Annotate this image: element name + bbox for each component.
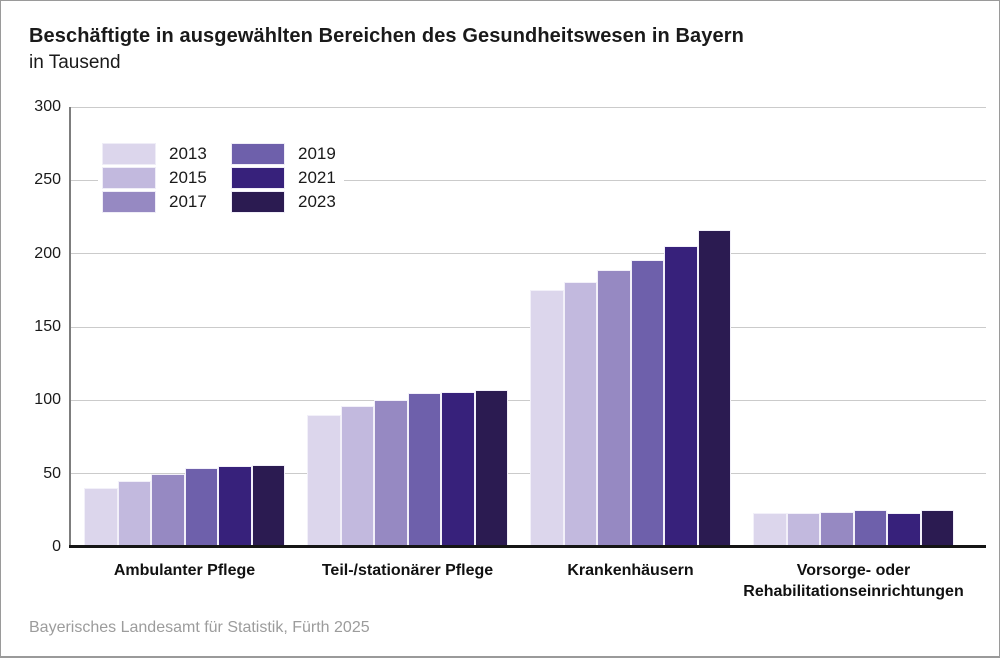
legend-label: 2017 [169,192,207,211]
bar-group [84,107,285,547]
bar-2019 [184,467,218,547]
x-axis-category-label-line: Ambulanter Pflege [113,562,256,579]
bar-group [530,107,731,547]
x-axis-category-label: Teil-/stationärer Pflege [278,560,538,581]
legend-swatch [102,167,156,189]
legend-swatch [102,143,156,165]
legend-item: 2017 [102,191,227,213]
legend-swatch [102,191,156,213]
legend: 2013 2015 2017 2019 2021 2023 [98,138,344,218]
bar-2017 [820,511,854,547]
bar-2021 [441,391,475,547]
x-axis-category-label-line: Rehabilitationseinrichtungen [743,583,964,600]
legend-swatch [231,167,285,189]
bar-2013 [530,290,564,547]
x-axis-line [69,545,986,548]
x-axis-category-label: Krankenhäusern [501,560,761,581]
legend-label: 2023 [298,192,336,211]
bar-2017 [374,400,408,547]
chart-subtitle: in Tausend [29,52,121,73]
gridline [69,473,986,475]
legend-label: 2015 [169,168,207,187]
gridline [69,179,986,181]
x-axis-category-label-line: Vorsorge- oder [796,562,911,579]
bar-2019 [630,259,664,547]
y-axis-tick-label: 100 [34,391,61,409]
x-axis-category-label-line: Teil-/stationärer Pflege [321,562,494,579]
legend-item: 2013 [102,143,227,165]
bar-group [753,107,954,547]
bar-2019 [407,393,441,547]
bar-2013 [84,488,118,547]
source-text: Bayerisches Landesamt für Statistik, Für… [29,619,370,636]
bar-2023 [474,390,508,547]
bar-group [307,107,508,547]
chart-title: Beschäftigte in ausgewählten Bereichen d… [29,25,744,47]
y-axis-tick-label: 50 [43,464,61,482]
bar-2013 [753,513,787,547]
legend-label: 2021 [298,168,336,187]
legend-item: 2015 [102,167,227,189]
bar-2023 [251,464,285,547]
bar-2023 [697,230,731,547]
bar-2021 [218,466,252,547]
y-axis-tick-label: 0 [52,538,61,555]
bar-2015 [340,406,374,547]
x-axis-category-label: Ambulanter Pflege [55,560,315,581]
bar-2017 [597,269,631,547]
bar-2021 [664,246,698,547]
y-axis-tick-label: 150 [34,318,61,335]
legend-swatch [231,143,285,165]
gridline [69,106,986,108]
x-axis-category-label-line: Krankenhäusern [567,562,694,579]
y-axis-line [69,107,71,547]
bar-2013 [307,415,341,547]
legend-item: 2019 [231,143,336,165]
legend-item: 2021 [231,167,336,189]
bar-2023 [920,510,954,547]
bar-2021 [887,513,921,547]
gridline [69,253,986,255]
y-axis-tick-label: 250 [34,171,61,189]
legend-swatch [231,191,285,213]
legend-label: 2013 [169,144,207,163]
x-axis-category-label: Vorsorge- oder Rehabilitationseinrichtung… [724,560,984,602]
bar-2015 [786,513,820,547]
legend-item: 2023 [231,191,336,213]
bar-2019 [853,510,887,547]
gridline [69,326,986,328]
bar-2015 [117,481,151,547]
legend-label: 2019 [298,144,336,163]
y-axis-tick-label: 300 [34,98,61,115]
y-axis-tick-label: 200 [34,244,61,262]
bar-2017 [151,473,185,547]
gridline [69,399,986,401]
bar-2015 [563,281,597,547]
